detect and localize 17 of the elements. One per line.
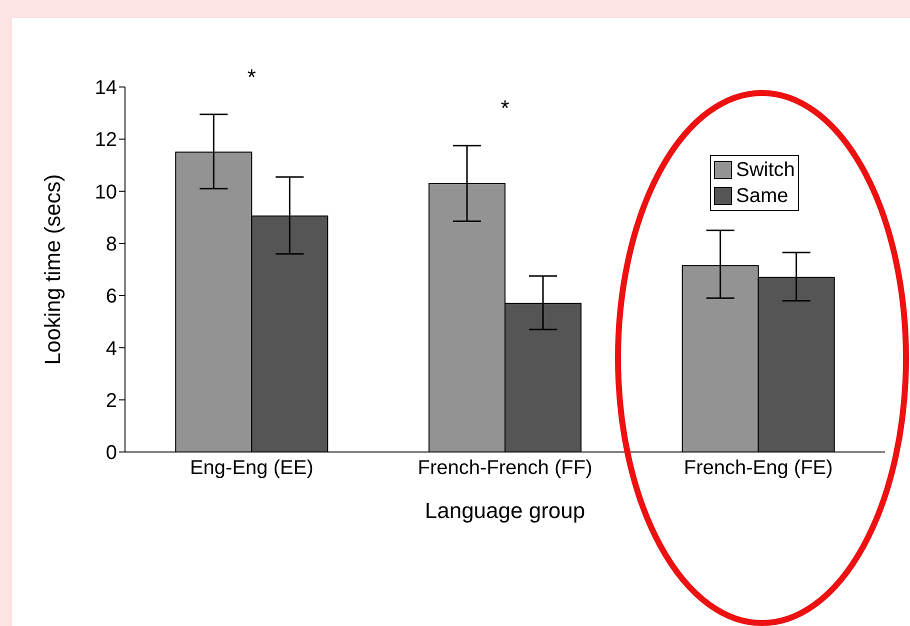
y-tick-label: 2 (106, 390, 117, 412)
x-axis-title: Language group (424, 498, 586, 523)
y-tick-label: 0 (106, 442, 117, 464)
y-tick-label: 8 (106, 234, 117, 256)
y-tick-label: 6 (106, 286, 117, 308)
y-tick-label: 4 (106, 338, 117, 360)
annotation: * (500, 96, 510, 121)
legend-label: Same (736, 184, 788, 209)
x-tick-label: French-French (FF) (418, 457, 592, 480)
y-axis-title: Looking time (secs) (40, 174, 65, 365)
y-tick-label: 14 (94, 77, 117, 100)
x-tick-label: Eng-Eng (EE) (190, 457, 314, 480)
x-tick-label: French-Eng (FE) (684, 457, 833, 480)
annotation: * (247, 64, 256, 90)
legend-label: Switch (736, 158, 795, 183)
y-tick-label: 12 (94, 129, 117, 152)
y-tick-label: 10 (94, 181, 117, 204)
